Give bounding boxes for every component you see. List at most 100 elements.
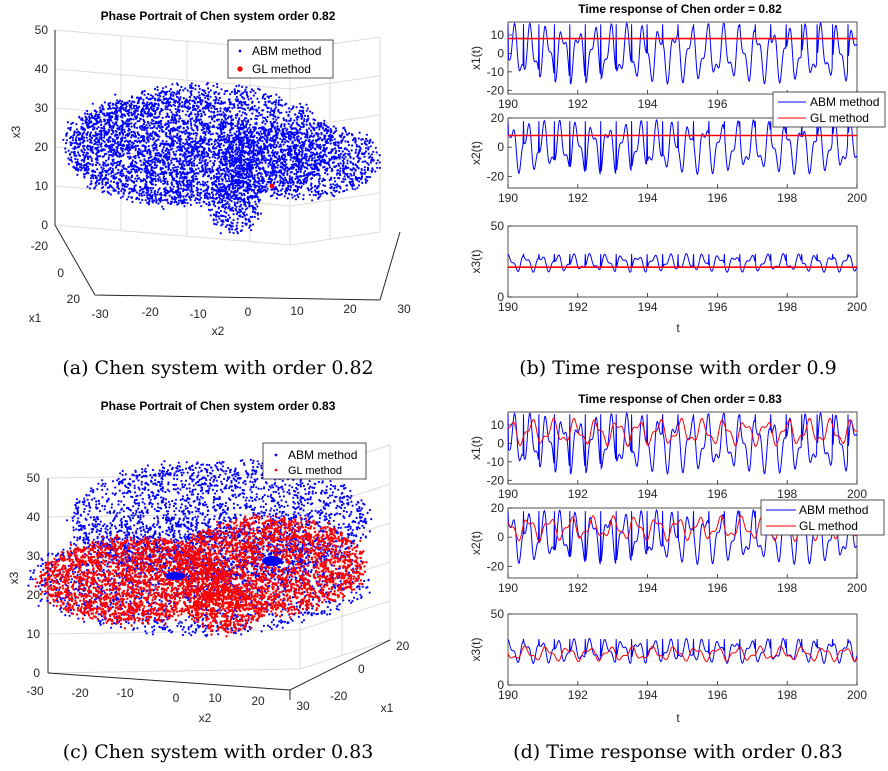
panel-a: Phase Portrait of Chen system order 0.82… — [9, 9, 411, 379]
x-tick-label: 192 — [568, 191, 588, 205]
x-tick-label: 190 — [498, 581, 518, 595]
panel-c-zlabel: x3 — [7, 571, 21, 584]
legend-abm-label: ABM method — [288, 448, 357, 462]
x-tick-label: 198 — [777, 191, 797, 205]
panel-c-scatter — [27, 458, 373, 638]
abm-inner-loop — [165, 572, 185, 580]
series-line — [507, 411, 858, 476]
panel-d-caption: (d) Time response with order 0.83 — [513, 741, 843, 763]
panel-a-x2-label: x2 — [212, 324, 225, 338]
y-tick-label: 20 — [491, 111, 505, 125]
panel-d: Time response of Chen order = 0.83 10 0 -1… — [469, 392, 885, 763]
scatter-points — [64, 92, 263, 211]
gl-fixed-point — [269, 183, 275, 189]
panel-b-title: Time response of Chen order = 0.82 — [578, 2, 782, 16]
panel-c-title: Phase Portrait of Chen system order 0.83 — [101, 399, 336, 413]
series-line — [507, 118, 858, 176]
panel-a-x2-tick: 0 — [245, 305, 252, 319]
y-tick-label: 0 — [497, 290, 504, 304]
panel-c-z-tick: 50 — [27, 471, 41, 485]
x-tick-label: 200 — [847, 300, 867, 314]
panel-a-x2-tick: 10 — [290, 304, 304, 318]
x-tick-label: 200 — [847, 688, 867, 702]
x-tick-label: 196 — [707, 581, 727, 595]
panel-a-axes — [54, 30, 401, 301]
legend-abm-marker — [238, 49, 242, 53]
scatter-points — [217, 120, 382, 202]
x-tick-label: 192 — [568, 581, 588, 595]
panel-c-x1-tick: 20 — [396, 639, 410, 653]
y-tick-label: -10 — [487, 455, 505, 469]
panel-c-x2-tick: -30 — [26, 684, 44, 698]
legend-abm-label: ABM method — [252, 44, 321, 58]
x-tick-label: 194 — [638, 97, 658, 111]
legend-gl-label: GL method — [799, 519, 858, 533]
x-tick-label: 196 — [707, 300, 727, 314]
subplot-frame — [507, 613, 858, 686]
legend-gl-marker — [274, 468, 278, 472]
panel-a-x2-tick: 30 — [397, 302, 411, 316]
y-tick-label: 0 — [497, 530, 504, 544]
y-tick-label: -10 — [487, 65, 505, 79]
panel-a-legend: ABM method GL method — [227, 39, 334, 79]
y-axis-label: x3(t) — [469, 637, 483, 661]
x-tick-label: 190 — [498, 487, 518, 501]
panel-c-x1-tick: -20 — [330, 689, 348, 703]
panel-b-plots — [507, 21, 858, 298]
x-tick-label: 200 — [847, 191, 867, 205]
x-tick-label: 196 — [707, 191, 727, 205]
y-tick-label: 0 — [497, 436, 504, 450]
y-tick-label: -20 — [487, 473, 505, 487]
panel-c-caption: (c) Chen system with order 0.83 — [63, 741, 374, 763]
panel-c-z-tick: 30 — [27, 549, 41, 563]
x-tick-label: 194 — [638, 300, 658, 314]
panel-c-z-tick: 40 — [27, 510, 41, 524]
x-tick-label: 190 — [498, 97, 518, 111]
panel-a-x1-label: x1 — [29, 311, 42, 325]
series-line — [507, 21, 858, 86]
x-tick-label: 194 — [638, 487, 658, 501]
panel-a-zlabel: x3 — [9, 125, 23, 138]
panel-c-x2-label: x2 — [199, 711, 212, 725]
panel-b-caption: (b) Time response with order 0.9 — [519, 357, 837, 379]
y-tick-label: 0 — [497, 140, 504, 154]
panel-b-xlabel: t — [676, 321, 680, 335]
panel-c-x1-ticks: -20 0 20 — [330, 639, 410, 703]
y-tick-label: 50 — [491, 219, 505, 233]
panel-a-z-ticks: 50 40 30 20 10 0 — [35, 23, 49, 232]
y-axis-label: x1(t) — [469, 46, 483, 70]
panel-a-x1-ticks: -20 0 20 — [31, 239, 81, 306]
panel-a-caption: (a) Chen system with order 0.82 — [62, 357, 373, 379]
x-tick-label: 190 — [498, 191, 518, 205]
y-tick-label: 10 — [491, 418, 505, 432]
y-tick-label: 0 — [497, 678, 504, 692]
scatter-points — [207, 174, 263, 235]
legend-gl-label: GL method — [810, 111, 869, 125]
panel-d-legend: ABM method GL method — [760, 499, 885, 536]
panel-a-title: Phase Portrait of Chen system order 0.82 — [101, 9, 336, 23]
panel-a-x2-tick: -30 — [91, 307, 109, 321]
panel-a-z-tick: 30 — [35, 101, 49, 115]
x-tick-label: 200 — [847, 581, 867, 595]
legend-gl-marker — [237, 66, 243, 72]
panel-c-x2-tick: 30 — [296, 699, 310, 713]
series-line — [507, 417, 857, 448]
panel-b: Time response of Chen order = 0.82 10 0 -1… — [469, 2, 886, 379]
panel-c-x2-ticks: -30 -20 -10 0 10 20 30 — [26, 684, 310, 713]
panel-c-z-tick: 0 — [33, 666, 40, 680]
subplot-frame — [507, 117, 858, 189]
x-tick-label: 196 — [707, 688, 727, 702]
x-tick-label: 192 — [568, 688, 588, 702]
y-tick-label: 10 — [491, 28, 505, 42]
panel-a-x2-tick: -20 — [141, 305, 159, 319]
x-tick-label: 200 — [847, 487, 867, 501]
panel-c-x2-tick: 10 — [208, 691, 222, 705]
abm-inner-loop — [262, 556, 282, 566]
legend-abm-label: ABM method — [810, 95, 879, 109]
panel-c-x1-label: x1 — [381, 701, 394, 715]
x-tick-label: 196 — [707, 97, 727, 111]
scatter-points — [186, 586, 266, 638]
panel-a-x2-tick: 20 — [343, 302, 357, 316]
